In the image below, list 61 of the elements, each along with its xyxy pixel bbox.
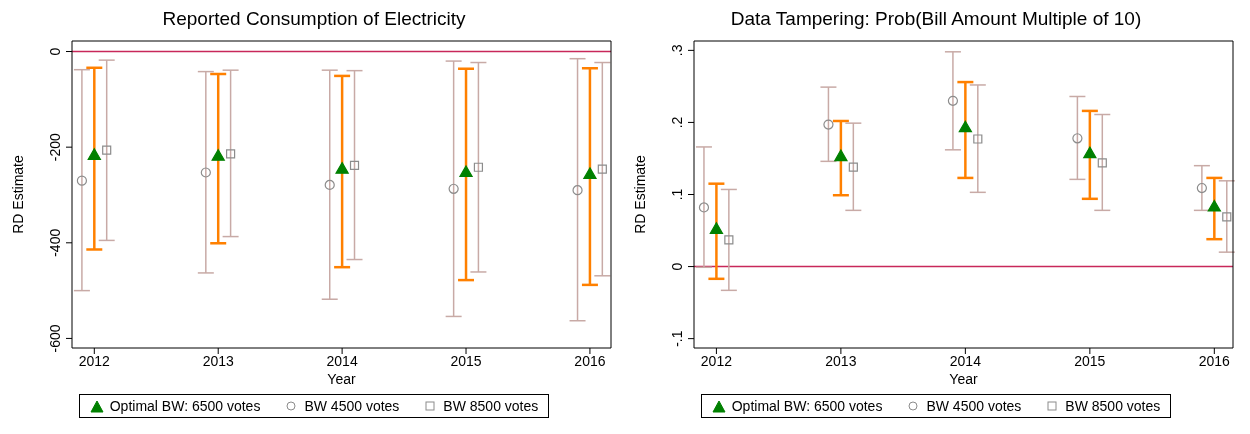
point xyxy=(459,165,473,178)
y-tick-label: .2 xyxy=(669,116,685,129)
point xyxy=(335,162,349,174)
y-tick-label: .1 xyxy=(669,188,685,201)
point xyxy=(324,179,335,191)
point xyxy=(349,160,360,170)
x-tick-label: 2014 xyxy=(949,352,982,369)
chart-title: Reported Consumption of Electricity xyxy=(161,8,467,31)
y-tick-label: -.1 xyxy=(669,330,685,347)
y-axis-title: RD Estimate xyxy=(9,155,26,234)
x-tick-label: 2012 xyxy=(78,352,111,369)
point xyxy=(709,222,724,234)
x-tick-label: 2016 xyxy=(574,352,606,369)
point xyxy=(87,148,101,160)
point xyxy=(1207,199,1222,212)
point xyxy=(473,162,484,172)
x-tick-label: 2013 xyxy=(825,352,857,369)
legend-label: BW 4500 votes xyxy=(925,398,1022,414)
legend-label: Optimal BW: 6500 votes xyxy=(108,398,261,414)
x-axis-title: Year xyxy=(327,371,356,387)
x-tick-label: 2015 xyxy=(450,352,482,369)
point xyxy=(200,167,211,178)
point xyxy=(698,202,710,213)
point xyxy=(102,145,112,155)
point xyxy=(1196,182,1207,194)
point xyxy=(572,185,583,196)
y-tick-label: .3 xyxy=(669,44,685,57)
point xyxy=(823,119,834,130)
legend-label: BW 4500 votes xyxy=(303,398,400,414)
point xyxy=(448,183,459,194)
point xyxy=(973,134,983,144)
point xyxy=(1097,158,1107,168)
point xyxy=(947,95,959,106)
legend-label: BW 8500 votes xyxy=(442,398,539,414)
x-tick-label: 2014 xyxy=(326,352,358,369)
y-tick-label: 0 xyxy=(47,47,63,56)
chart-title: Data Tampering: Prob(Bill Amount Multiple of 10) xyxy=(729,8,1143,31)
y-tick-label: -200 xyxy=(47,132,63,162)
point xyxy=(583,167,597,179)
point xyxy=(958,120,973,133)
x-tick-label: 2015 xyxy=(1074,352,1106,369)
legend-label: BW 8500 votes xyxy=(1064,398,1161,414)
point xyxy=(1222,212,1232,222)
y-tick-label: -400 xyxy=(47,228,63,257)
y-tick-label: -600 xyxy=(47,324,63,353)
point xyxy=(848,162,858,172)
point xyxy=(1083,146,1097,159)
x-axis-title: Year xyxy=(949,371,978,387)
point xyxy=(724,235,734,245)
x-tick-label: 2012 xyxy=(700,352,733,369)
point xyxy=(1072,133,1083,144)
x-tick-label: 2013 xyxy=(202,352,234,369)
x-tick-label: 2016 xyxy=(1198,352,1231,369)
point xyxy=(211,149,225,161)
point xyxy=(834,149,848,162)
y-tick-label: 0 xyxy=(669,262,685,271)
point xyxy=(597,164,607,174)
point xyxy=(226,149,236,159)
point xyxy=(76,175,88,186)
y-axis-title: RD Estimate xyxy=(631,155,648,234)
legend-label: Optimal BW: 6500 votes xyxy=(730,398,883,414)
